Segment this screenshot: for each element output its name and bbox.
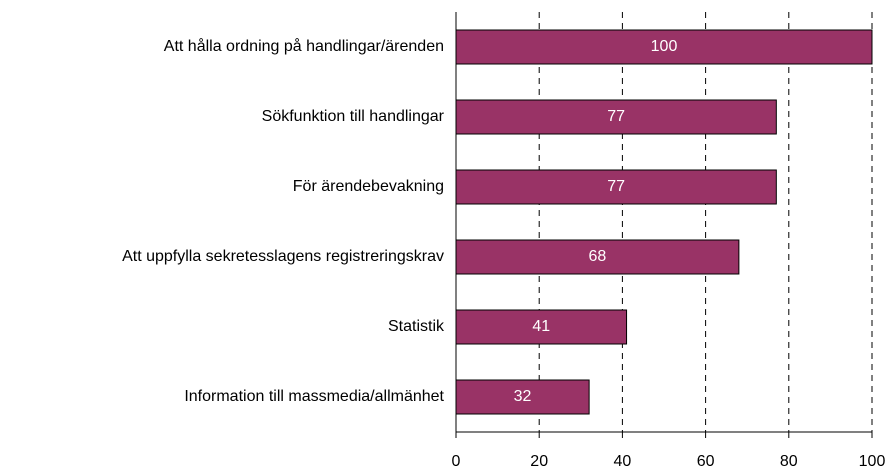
data-label: 77	[607, 108, 625, 125]
y-tick-label: Statistik	[388, 318, 445, 335]
bar	[455, 29, 873, 65]
y-tick-label: Att uppfylla sekretesslagens registrerin…	[122, 248, 444, 265]
x-tick-label: 60	[697, 453, 715, 470]
bar	[455, 169, 777, 205]
data-label: 100	[651, 38, 678, 55]
bar	[455, 309, 628, 345]
data-label: 32	[514, 388, 532, 405]
y-tick-label: Sökfunktion till handlingar	[262, 108, 445, 125]
data-label: 41	[532, 318, 550, 335]
y-tick-label: Att hålla ordning på handlingar/ärenden	[164, 37, 444, 55]
x-tick-label: 100	[859, 453, 886, 470]
x-tick-label: 0	[452, 453, 461, 470]
x-tick-label: 80	[780, 453, 798, 470]
bar	[455, 99, 777, 135]
bar	[455, 379, 590, 415]
bar	[455, 239, 740, 275]
data-label: 77	[607, 178, 625, 195]
y-tick-label: För ärendebevakning	[293, 178, 444, 195]
x-tick-label: 20	[530, 453, 548, 470]
x-tick-label: 40	[614, 453, 632, 470]
data-label: 68	[589, 248, 607, 265]
y-tick-label: Information till massmedia/allmänhet	[184, 388, 444, 405]
